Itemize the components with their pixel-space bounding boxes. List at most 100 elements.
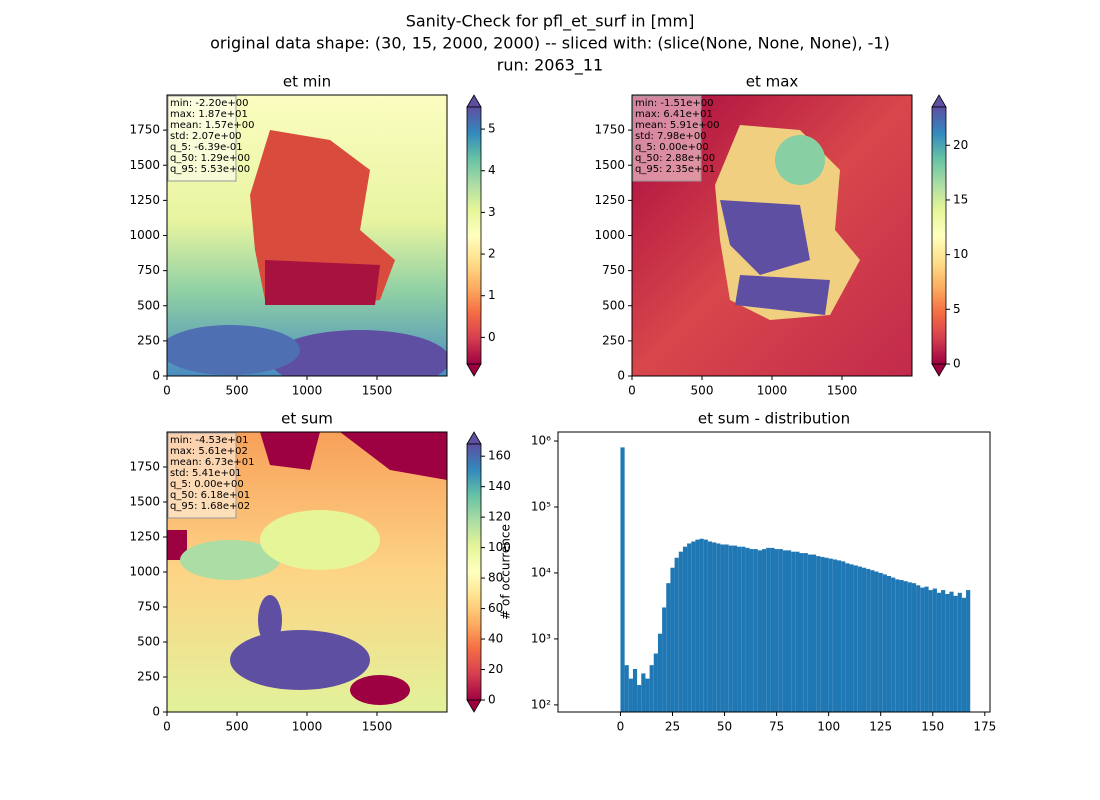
stats-text: max: 1.87e+01: [170, 109, 248, 120]
bar: [866, 568, 871, 712]
stats-text: q_50: 2.88e+00: [635, 153, 715, 164]
colorbar-tick-label: 140: [488, 479, 511, 493]
bar: [724, 544, 729, 712]
x-tick-label: 175: [973, 720, 996, 734]
bar: [882, 574, 887, 712]
y-tick-label: 1750: [594, 123, 625, 137]
colorbar: [931, 106, 947, 365]
bar: [853, 565, 858, 712]
stats-text: max: 5.61e+02: [170, 446, 248, 457]
bar: [791, 551, 796, 712]
bar: [874, 571, 879, 712]
bar: [720, 544, 725, 712]
y-tick-label: 1250: [129, 193, 160, 207]
colorbar-tick-label: 2: [488, 247, 496, 261]
bar: [961, 597, 967, 712]
colorbar-tick-label: 80: [488, 571, 503, 585]
x-tick-label: 1500: [827, 384, 858, 398]
bar: [749, 549, 754, 712]
bar: [770, 547, 775, 712]
stats-text: q_5: 0.00e+00: [170, 479, 244, 490]
y-tick-label: 0: [152, 369, 160, 383]
colorbar-tick-label: 20: [488, 662, 503, 676]
x-tick-label: 1000: [292, 384, 323, 398]
stats-text: q_95: 5.53e+00: [170, 164, 250, 175]
y-tick-label: 0: [617, 369, 625, 383]
x-tick-label: 500: [226, 384, 249, 398]
bar: [861, 567, 867, 712]
colorbar: [466, 106, 482, 365]
y-tick-label: 10⁵: [531, 499, 551, 513]
y-tick-label: 750: [602, 263, 625, 277]
bar: [916, 585, 921, 712]
x-tick-label: 1500: [362, 720, 393, 734]
colorbar-tick-label: 3: [488, 205, 496, 219]
y-tick-label: 500: [137, 635, 160, 649]
bar: [657, 633, 663, 712]
x-tick-label: 125: [869, 720, 892, 734]
x-tick-label: 150: [921, 720, 944, 734]
y-tick-label: 1500: [129, 495, 160, 509]
stats-text: std: 7.98e+00: [635, 131, 707, 142]
y-tick-label: 500: [602, 298, 625, 312]
bar: [691, 541, 696, 712]
bar: [878, 572, 883, 712]
bar: [674, 557, 679, 712]
stats-text: max: 6.41e+01: [635, 109, 713, 120]
y-tick-label: 10³: [531, 631, 551, 645]
y-tick-label: 10⁴: [531, 565, 551, 579]
bar: [799, 553, 804, 712]
x-tick-label: 1000: [292, 720, 323, 734]
bar: [928, 590, 933, 712]
y-tick-label: 1000: [594, 228, 625, 242]
colorbar-extend-bottom: [466, 363, 482, 377]
bar: [624, 665, 629, 712]
stats-text: min: -4.53e+01: [170, 435, 249, 446]
y-tick-label: 10²: [531, 697, 551, 711]
bar: [907, 582, 912, 712]
stats-text: mean: 6.73e+01: [170, 457, 254, 468]
bar: [832, 559, 837, 712]
bar: [949, 591, 954, 712]
colorbar-tick-label: 0: [488, 330, 496, 344]
bar: [737, 546, 742, 712]
bar: [828, 558, 833, 712]
y-axis-label: # of occurrence: [499, 524, 513, 620]
stats-text: q_50: 6.18e+01: [170, 490, 250, 501]
bar: [707, 541, 713, 712]
y-tick-label: 1000: [129, 565, 160, 579]
bar: [662, 607, 667, 712]
bar: [774, 549, 779, 712]
bar: [966, 590, 971, 712]
stats-box: [167, 95, 237, 182]
axes-frame: [557, 431, 991, 713]
x-tick-label: 0: [163, 720, 171, 734]
x-tick-label: 500: [691, 384, 714, 398]
suptitle: original data shape: (30, 15, 2000, 2000…: [210, 34, 890, 53]
bar: [695, 539, 700, 712]
bar: [741, 546, 746, 712]
y-tick-label: 1500: [594, 158, 625, 172]
colorbar-tick-label: 20: [953, 138, 968, 152]
y-tick-label: 1750: [129, 123, 160, 137]
colorbar-tick-label: 160: [488, 449, 511, 463]
colorbar-tick-label: 0: [953, 357, 961, 371]
bar: [670, 567, 675, 712]
x-tick-label: 100: [817, 720, 840, 734]
x-tick-label: 1000: [757, 384, 788, 398]
bar: [845, 563, 850, 712]
bar: [782, 550, 788, 712]
axes-title: et max: [746, 73, 799, 91]
bar: [645, 678, 650, 712]
stats-box: [632, 95, 702, 182]
colorbar-tick-label: 100: [488, 540, 511, 554]
colorbar-extend-bottom: [931, 363, 947, 377]
x-tick-label: 500: [226, 720, 249, 734]
bar: [811, 554, 817, 712]
x-tick-label: 50: [717, 720, 732, 734]
x-tick-label: 0: [617, 720, 625, 734]
bar: [712, 542, 717, 712]
stats-text: q_95: 1.68e+02: [170, 501, 250, 512]
bar: [924, 586, 929, 712]
y-tick-label: 750: [137, 600, 160, 614]
